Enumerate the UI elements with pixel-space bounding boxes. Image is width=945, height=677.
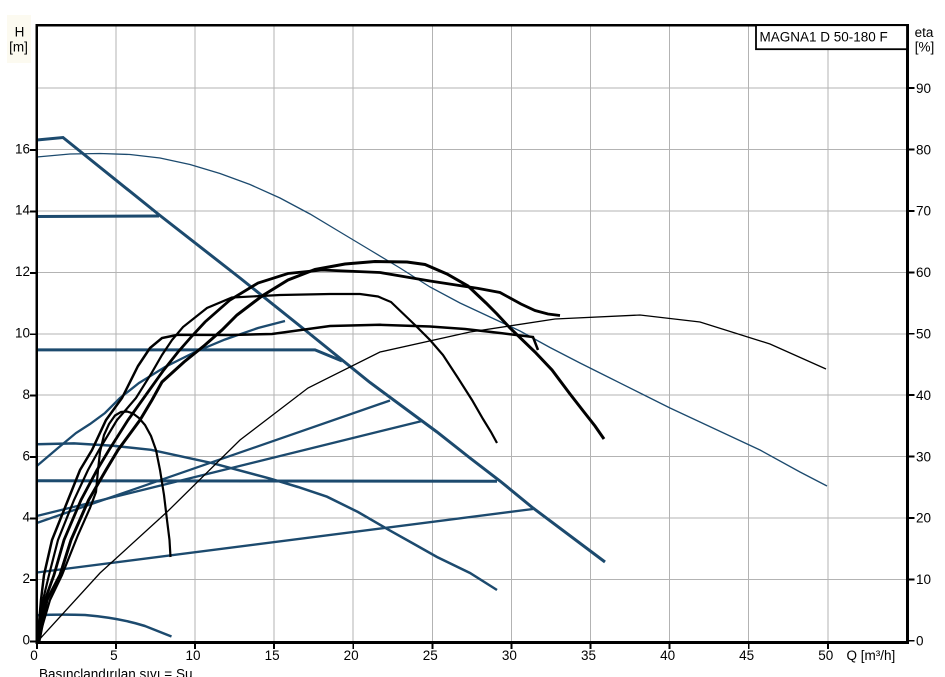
svg-text:Basınçlandırılan sıvı = Su: Basınçlandırılan sıvı = Su <box>39 667 192 677</box>
svg-text:16: 16 <box>15 141 30 156</box>
svg-text:6: 6 <box>22 448 30 463</box>
svg-text:0: 0 <box>22 633 30 648</box>
svg-text:60: 60 <box>916 265 931 280</box>
svg-text:35: 35 <box>581 648 596 663</box>
svg-text:10: 10 <box>185 648 200 663</box>
svg-text:40: 40 <box>660 648 675 663</box>
svg-text:20: 20 <box>916 511 931 526</box>
svg-text:20: 20 <box>344 648 359 663</box>
svg-text:80: 80 <box>916 142 931 157</box>
svg-text:50: 50 <box>916 327 931 342</box>
svg-text:5: 5 <box>110 648 118 663</box>
svg-text:30: 30 <box>916 449 931 464</box>
svg-text:45: 45 <box>739 648 754 663</box>
svg-text:4: 4 <box>22 510 30 525</box>
svg-text:MAGNA1 D 50-180 F: MAGNA1 D 50-180 F <box>760 30 888 45</box>
svg-text:14: 14 <box>15 203 31 218</box>
svg-text:70: 70 <box>916 204 931 219</box>
svg-text:[%]: [%] <box>915 40 935 55</box>
svg-text:Q [m³/h]: Q [m³/h] <box>847 648 896 663</box>
svg-text:90: 90 <box>916 81 931 96</box>
svg-text:30: 30 <box>502 648 517 663</box>
svg-text:40: 40 <box>916 388 931 403</box>
svg-text:eta: eta <box>915 25 934 40</box>
svg-text:15: 15 <box>265 648 280 663</box>
svg-text:25: 25 <box>423 648 438 663</box>
svg-text:8: 8 <box>22 387 30 402</box>
svg-text:12: 12 <box>15 264 30 279</box>
svg-text:2: 2 <box>22 571 30 586</box>
svg-text:[m]: [m] <box>9 40 28 55</box>
svg-text:50: 50 <box>818 648 833 663</box>
svg-text:0: 0 <box>916 634 924 649</box>
svg-text:10: 10 <box>15 326 30 341</box>
svg-text:H: H <box>15 25 25 40</box>
svg-text:10: 10 <box>916 572 931 587</box>
svg-text:0: 0 <box>30 648 38 663</box>
